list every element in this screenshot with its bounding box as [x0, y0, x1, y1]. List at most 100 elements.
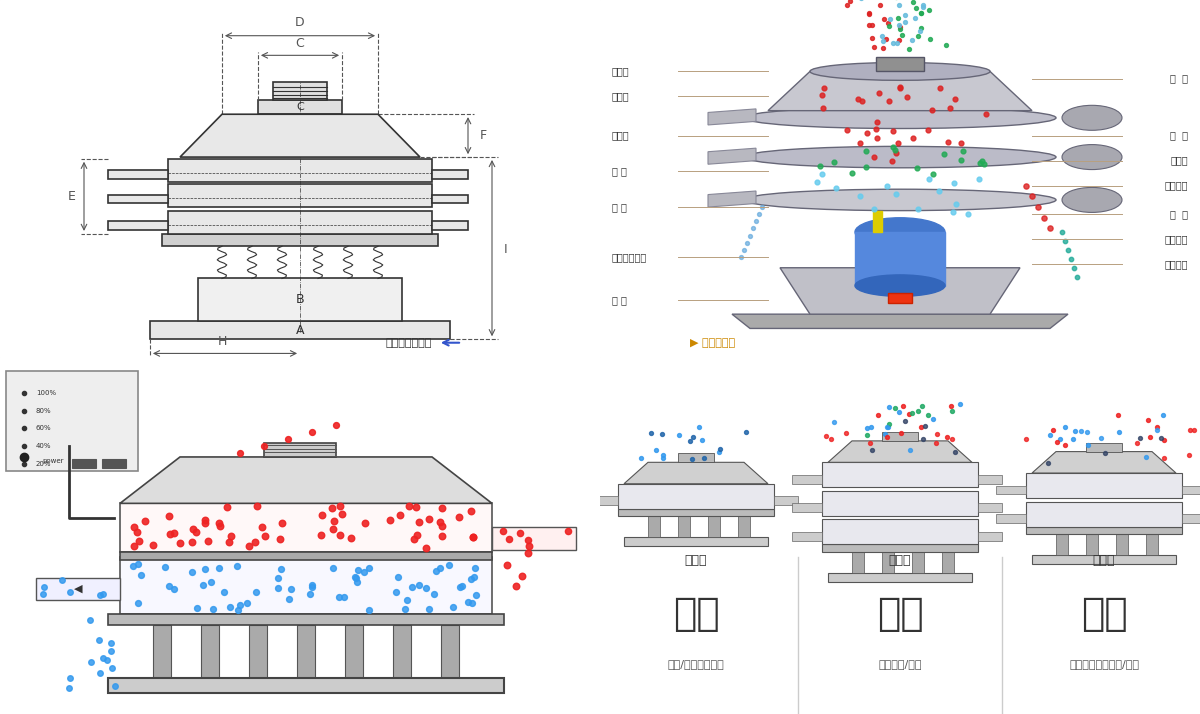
- Point: [808, 176, 827, 187]
- Point: [870, 0, 889, 11]
- Point: [1110, 426, 1129, 438]
- Bar: [432, 221, 468, 230]
- Point: [670, 429, 689, 441]
- Point: [60, 587, 79, 598]
- Point: [59, 683, 78, 694]
- Point: [947, 198, 966, 210]
- Point: [431, 516, 450, 528]
- Point: [272, 518, 292, 529]
- Point: [919, 124, 938, 136]
- Point: [812, 168, 832, 179]
- Point: [302, 579, 322, 590]
- Point: [132, 569, 151, 580]
- Point: [952, 137, 971, 149]
- Point: [890, 83, 910, 94]
- Point: [127, 526, 146, 538]
- Point: [653, 428, 672, 439]
- Point: [859, 9, 878, 20]
- Point: [890, 81, 910, 93]
- Point: [1091, 432, 1110, 443]
- Point: [953, 145, 972, 156]
- Point: [898, 91, 917, 103]
- Point: [170, 538, 190, 549]
- Point: [202, 576, 221, 588]
- Point: [682, 453, 701, 465]
- Bar: [120, 557, 492, 614]
- Bar: [588, 496, 618, 506]
- Point: [886, 188, 905, 200]
- Point: [247, 586, 266, 598]
- Point: [889, 137, 908, 149]
- Bar: [120, 551, 492, 560]
- Point: [106, 680, 125, 692]
- Point: [182, 536, 202, 548]
- Point: [877, 421, 896, 432]
- Bar: [162, 234, 438, 246]
- Point: [877, 180, 896, 191]
- Text: 进料口: 进料口: [612, 66, 630, 76]
- Point: [971, 157, 990, 169]
- Point: [558, 526, 577, 537]
- Point: [734, 244, 754, 256]
- Bar: [1182, 486, 1200, 494]
- Ellipse shape: [1062, 105, 1122, 130]
- Text: 20%: 20%: [36, 461, 52, 467]
- Bar: [1026, 527, 1182, 534]
- Ellipse shape: [1062, 144, 1122, 169]
- Point: [880, 418, 899, 429]
- Point: [862, 445, 881, 456]
- Point: [221, 602, 240, 613]
- Point: [323, 523, 342, 535]
- Point: [1058, 244, 1078, 256]
- Point: [899, 44, 918, 55]
- Bar: [822, 491, 978, 516]
- Bar: [774, 496, 798, 506]
- Point: [875, 13, 894, 24]
- Point: [158, 511, 178, 522]
- Bar: [708, 516, 720, 537]
- Bar: [274, 82, 326, 100]
- Bar: [738, 516, 750, 537]
- Point: [913, 1, 932, 12]
- Point: [187, 602, 206, 613]
- Point: [970, 174, 989, 185]
- Point: [1078, 426, 1097, 438]
- Bar: [648, 516, 660, 537]
- Polygon shape: [780, 268, 1020, 314]
- Text: 箭  网: 箭 网: [1170, 74, 1188, 84]
- Point: [814, 83, 833, 94]
- Point: [461, 573, 480, 585]
- Point: [877, 431, 896, 443]
- Point: [1062, 253, 1081, 265]
- Point: [164, 583, 184, 594]
- Point: [432, 520, 451, 531]
- Point: [354, 567, 373, 578]
- Polygon shape: [768, 71, 1032, 111]
- Point: [746, 216, 766, 227]
- Point: [1022, 191, 1042, 202]
- Point: [239, 540, 258, 551]
- Point: [893, 401, 912, 412]
- Text: 硅基负极材料    超声波振动筛    硅基负极材料    超声波振动筛    硅基负极材料    超声波振动筛: 硅基负极材料 超声波振动筛 硅基负极材料 超声波振动筛 硅基负极材料 超声波振动…: [184, 506, 416, 515]
- Point: [926, 438, 946, 449]
- Text: 100%: 100%: [36, 390, 56, 396]
- Text: 过滤: 过滤: [877, 595, 923, 633]
- Point: [878, 421, 898, 432]
- Point: [102, 663, 121, 674]
- Polygon shape: [708, 148, 756, 164]
- Point: [35, 580, 54, 592]
- Point: [80, 614, 100, 625]
- Bar: [298, 625, 314, 678]
- Point: [864, 41, 883, 52]
- Point: [94, 588, 113, 600]
- Point: [312, 529, 331, 540]
- Bar: [250, 625, 266, 678]
- Point: [1064, 262, 1084, 273]
- Point: [950, 398, 970, 410]
- Point: [332, 508, 352, 520]
- Text: 单层式: 单层式: [685, 554, 707, 567]
- Point: [974, 158, 994, 169]
- Bar: [822, 544, 978, 551]
- Point: [128, 597, 148, 608]
- Bar: [108, 678, 504, 693]
